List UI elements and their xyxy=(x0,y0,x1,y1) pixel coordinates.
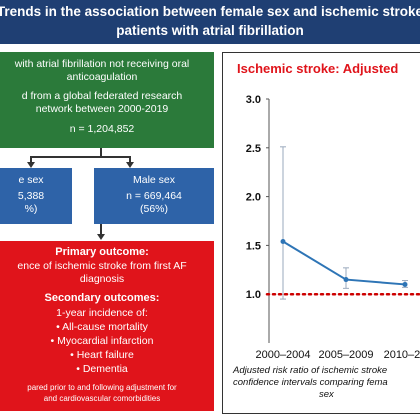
outcome-item: • Dementia xyxy=(76,363,128,375)
x-tick-label: 2000–2004 xyxy=(255,349,310,361)
connector-right-stem xyxy=(129,156,131,163)
male-box: Male sex n = 669,464 (56%) xyxy=(94,168,214,224)
outcome-item-label: Myocardial infarction xyxy=(57,335,154,347)
outcome-item-label: Dementia xyxy=(82,363,128,375)
connector-vertical xyxy=(100,148,102,156)
y-tick-label: 1.0 xyxy=(246,289,261,301)
arrowhead-right xyxy=(125,162,134,168)
adjustment-note-line1: pared prior to and following adjustment … xyxy=(27,383,177,392)
chart-plot: 1.0 1.5 2.0 2.5 3.0 2000–2004 2005–2009 2010–20 xyxy=(246,94,420,361)
x-tick-label: 2010–20 xyxy=(384,349,420,361)
female-label: e sex xyxy=(18,174,44,186)
arrowhead-outcome xyxy=(96,234,105,240)
caption-line3: sex xyxy=(319,389,334,400)
outcome-item: • Myocardial infarction xyxy=(50,335,154,347)
series-line xyxy=(282,240,406,286)
caption-line2: confidence intervals comparing fema xyxy=(233,377,388,388)
chart-panel: Ischemic stroke: Adjusted 1.0 1.5 2.0 2.5 3.… xyxy=(222,52,420,414)
y-tick-label: 1.5 xyxy=(246,240,261,252)
arrowhead-left xyxy=(26,162,35,168)
data-point xyxy=(343,277,349,283)
secondary-outcome-intro: 1-year incidence of: xyxy=(56,307,148,319)
cohort-line1: with atrial fibrillation not receiving o… xyxy=(14,58,190,70)
header-title-line2: patients with atrial fibrillation xyxy=(116,23,304,38)
male-label: Male sex xyxy=(132,174,175,186)
x-tick-label: 2005–2009 xyxy=(318,349,373,361)
cohort-line3: d from a global federated research xyxy=(21,90,183,102)
cohort-line4: network between 2000-2019 xyxy=(35,103,169,115)
y-tick-label: 3.0 xyxy=(246,94,261,106)
female-percent: %) xyxy=(24,203,38,215)
primary-outcome-line2: diagnosis xyxy=(79,273,125,285)
outcome-item: • All-cause mortality xyxy=(56,321,148,333)
outcome-box: Primary outcome: ence of ischemic stroke… xyxy=(0,241,214,411)
caption-line1: Adjusted risk ratio of ischemic stroke xyxy=(233,365,388,376)
female-count: 5,388 xyxy=(17,190,45,202)
connector-outcome xyxy=(100,224,102,235)
data-point xyxy=(402,281,408,287)
secondary-outcome-title: Secondary outcomes: xyxy=(44,292,160,304)
outcome-item: • Heart failure xyxy=(70,349,134,361)
header-banner: Trends in the association between female… xyxy=(0,0,420,44)
male-percent: (56%) xyxy=(139,203,168,215)
outcome-item-label: Heart failure xyxy=(76,349,134,361)
header-title-line1: Trends in the association between female… xyxy=(0,4,420,19)
primary-outcome-line1: ence of ischemic stroke from first AF xyxy=(17,260,187,272)
primary-outcome-title: Primary outcome: xyxy=(55,246,149,258)
male-count: n = 669,464 xyxy=(126,190,182,202)
cohort-count: n = 1,204,852 xyxy=(69,123,135,135)
data-point xyxy=(280,238,286,244)
y-tick-label: 2.5 xyxy=(246,143,261,155)
cohort-line2: anticoagulation xyxy=(66,71,138,83)
cohort-box: with atrial fibrillation not receiving o… xyxy=(0,52,214,148)
connector-horizontal xyxy=(30,156,130,158)
female-box: e sex 5,388 %) xyxy=(0,168,72,224)
y-tick-label: 2.0 xyxy=(246,192,261,204)
chart-title: Ischemic stroke: Adjusted xyxy=(237,61,399,76)
adjustment-note-line2: and cardiovascular comorbidities xyxy=(43,394,161,403)
outcome-item-label: All-cause mortality xyxy=(62,321,148,333)
connector-left-stem xyxy=(30,156,32,163)
